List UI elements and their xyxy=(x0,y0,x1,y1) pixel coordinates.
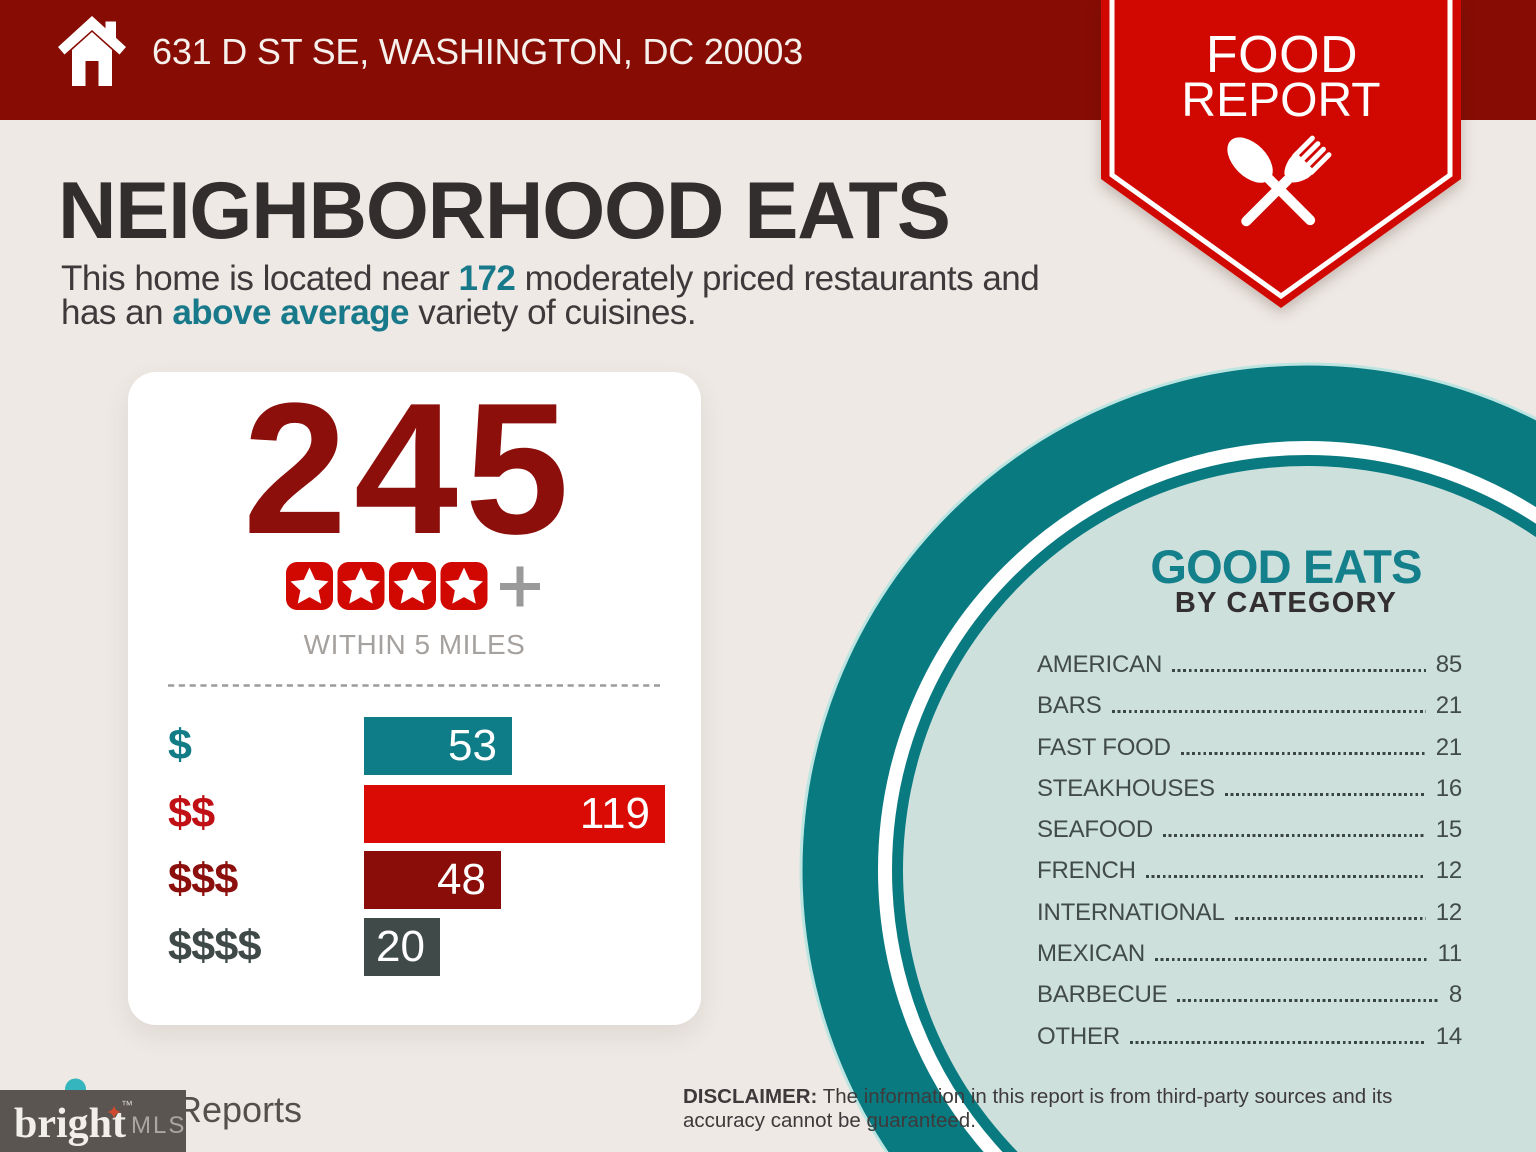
svg-text:FOOD: FOOD xyxy=(1206,26,1358,84)
svg-text:REPORT: REPORT xyxy=(1181,74,1380,127)
